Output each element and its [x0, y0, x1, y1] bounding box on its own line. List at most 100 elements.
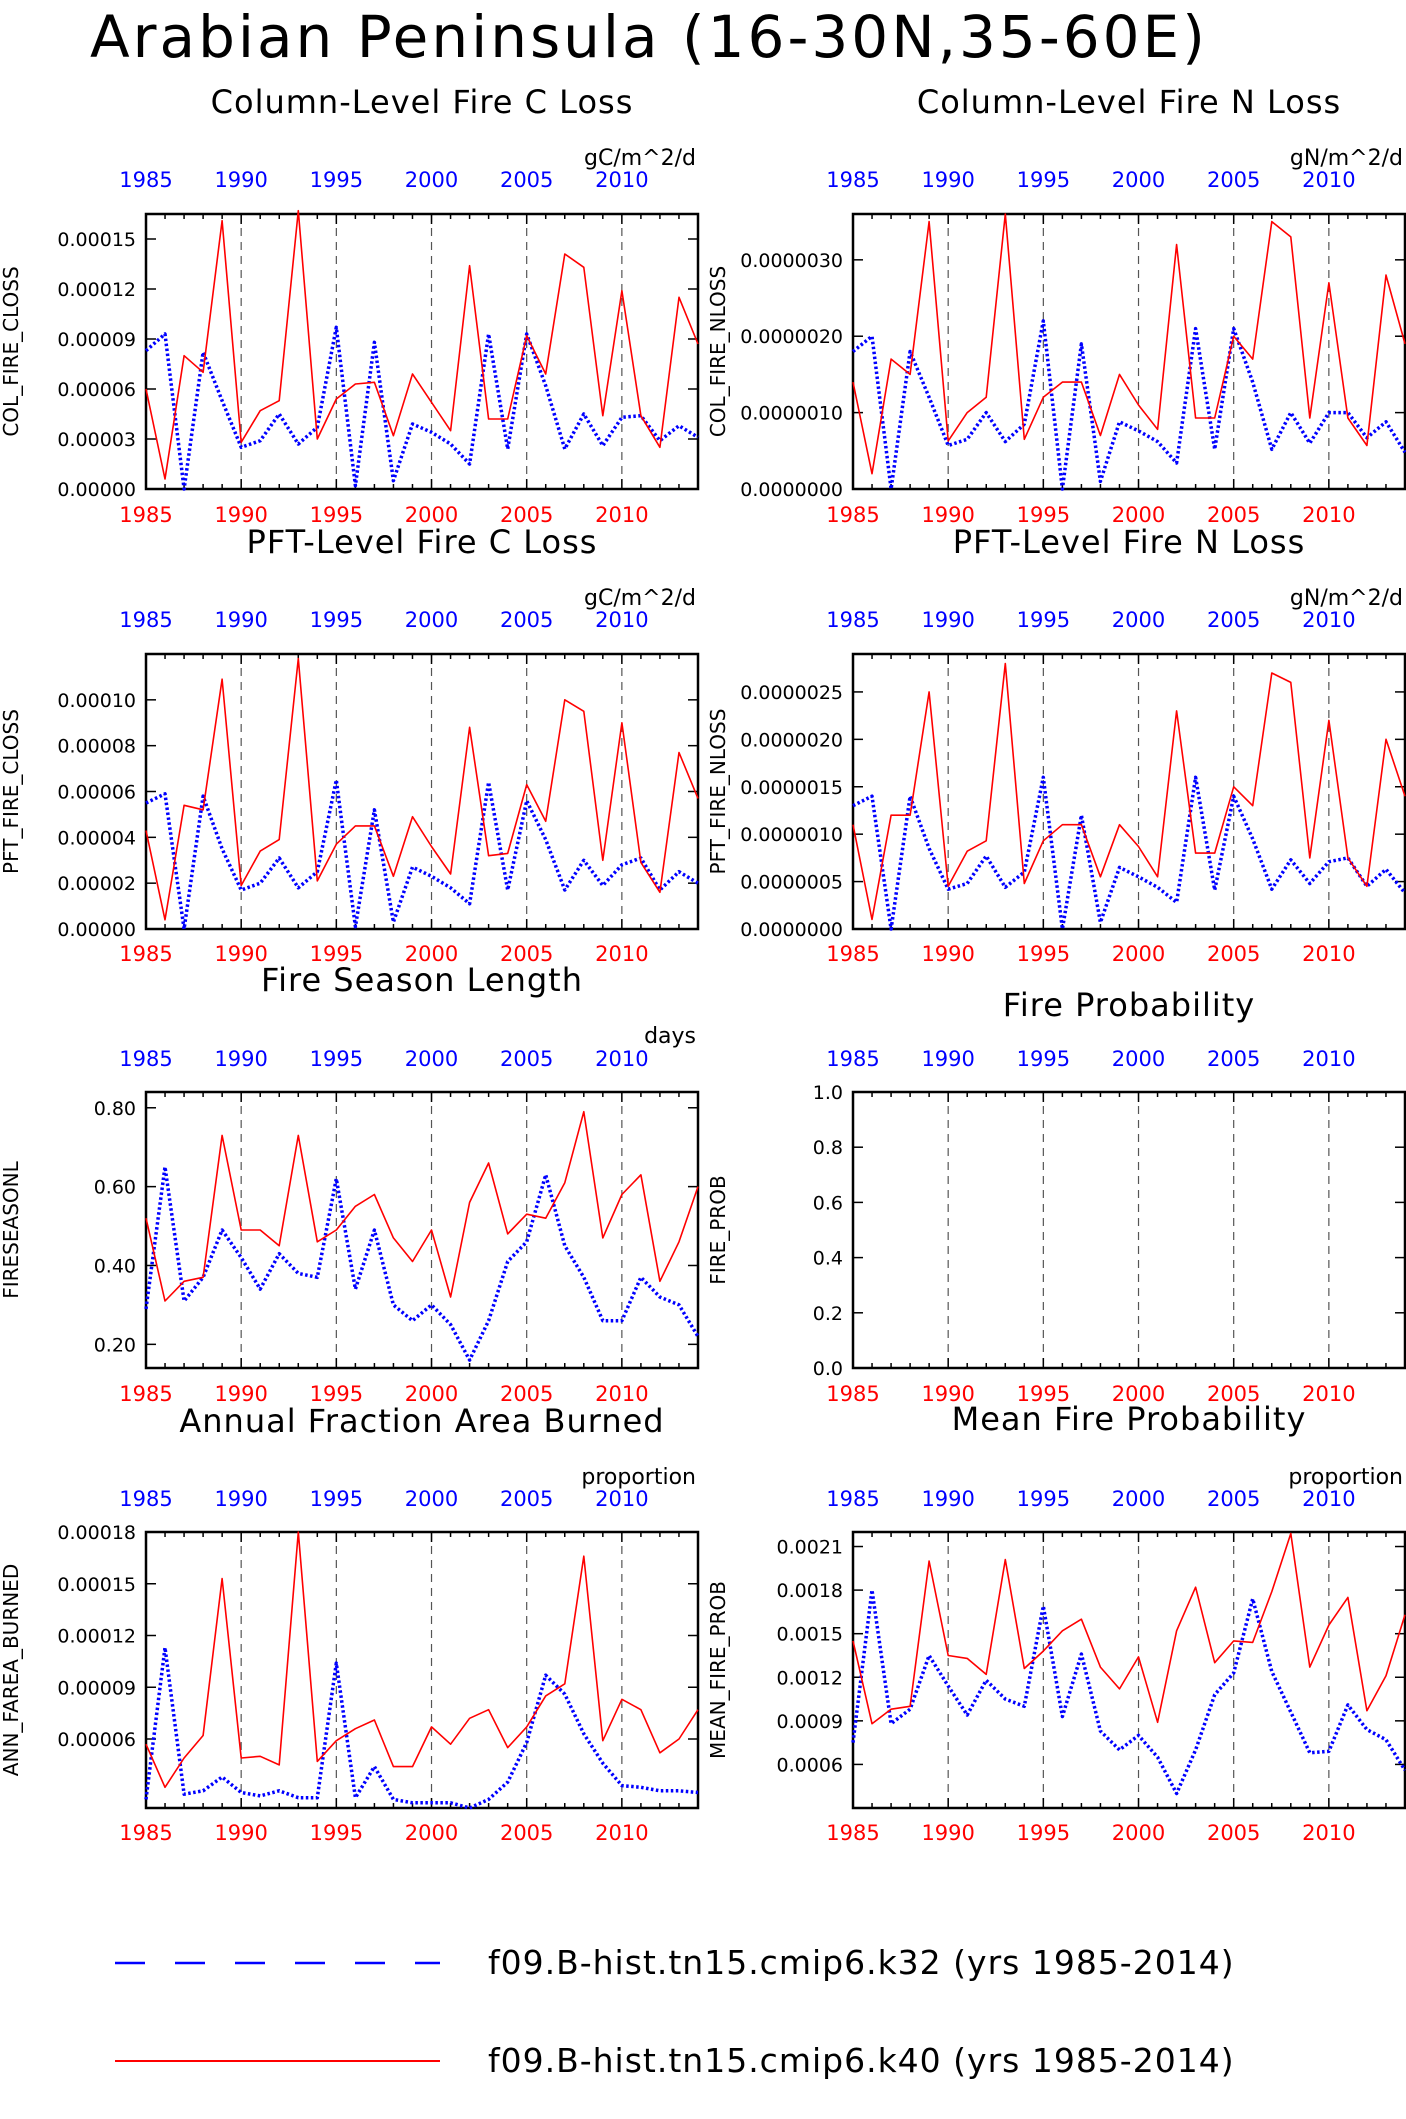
panel-title: Column-Level Fire C Loss [211, 83, 634, 121]
x-tick-label-top: 2010 [1302, 168, 1355, 192]
x-tick-label-top: 2005 [1207, 1487, 1260, 1511]
panel-8: Mean Fire Probability proportion 1985 1985 1… [706, 1400, 1406, 1845]
x-tick-label-top: 1990 [921, 168, 974, 192]
y-tick-label: 0.0000025 [740, 682, 843, 704]
x-tick-label-top: 2000 [1112, 608, 1165, 632]
series-line-k32 [145, 778, 699, 931]
y-tick-label: 0.0000005 [740, 872, 843, 894]
x-tick-label-top: 2000 [1112, 1047, 1165, 1071]
x-tick-label-top: 2010 [595, 168, 648, 192]
y-tick-label: 0.0000020 [740, 326, 843, 348]
legend-label-k32: f09.B-hist.tn15.cmip6.k32 (yrs 1985-2014… [488, 1943, 1235, 1982]
x-tick-label-top: 1990 [214, 168, 267, 192]
y-tick-label: 0.0 [813, 1358, 843, 1380]
x-tick-label-bottom: 2010 [595, 1382, 648, 1406]
x-tick-label-bottom: 2000 [1112, 942, 1165, 966]
x-tick-label-bottom: 2005 [500, 942, 553, 966]
x-tick-label-top: 1985 [119, 1487, 172, 1511]
x-tick-label-top: 1990 [921, 1487, 974, 1511]
x-tick-label-bottom: 2000 [405, 503, 458, 527]
series-line-k32 [144, 1645, 699, 1810]
y-axis-label: MEAN_FIRE_PROB [706, 1581, 730, 1759]
x-tick-label-bottom: 1990 [921, 503, 974, 527]
y-tick-label: 0.80 [94, 1098, 136, 1120]
series-line-k32 [851, 319, 1406, 491]
y-tick-label: 0.4 [813, 1248, 843, 1270]
legend-label-k40: f09.B-hist.tn15.cmip6.k40 (yrs 1985-2014… [488, 2041, 1235, 2080]
x-tick-label-top: 2010 [595, 1487, 648, 1511]
x-tick-label-bottom: 2010 [595, 942, 648, 966]
x-tick-label-top: 1995 [310, 1487, 363, 1511]
y-tick-label: 0.00006 [57, 782, 136, 804]
x-tick-label-bottom: 1995 [1017, 942, 1070, 966]
y-tick-label: 0.20 [94, 1334, 136, 1356]
plot-frame [144, 652, 700, 931]
y-tick-label: 0.00010 [57, 690, 136, 712]
y-tick-label: 0.60 [94, 1177, 136, 1199]
x-tick-label-bottom: 2005 [1207, 503, 1260, 527]
y-tick-label: 0.0006 [777, 1754, 843, 1776]
x-tick-label-bottom: 2010 [1302, 942, 1355, 966]
x-tick-label-bottom: 1985 [119, 1821, 172, 1845]
x-tick-label-top: 1985 [119, 168, 172, 192]
y-tick-label: 0.00012 [57, 279, 136, 301]
page-title: Arabian Peninsula (16-30N,35-60E) [90, 3, 1208, 71]
x-tick-label-top: 2010 [1302, 1047, 1355, 1071]
plot-frame [851, 212, 1406, 491]
x-tick-label-bottom: 2005 [1207, 942, 1260, 966]
y-tick-label: 0.0000000 [740, 919, 843, 941]
x-tick-label-bottom: 1995 [310, 1382, 363, 1406]
x-tick-label-bottom: 2000 [405, 942, 458, 966]
panel-units: gN/m^2/d [1290, 146, 1403, 171]
x-tick-label-bottom: 1985 [826, 503, 879, 527]
y-tick-label: 0.00009 [57, 1677, 136, 1699]
y-tick-label: 0.0000030 [740, 250, 843, 272]
plot-frame [144, 1530, 700, 1810]
y-tick-label: 0.0015 [777, 1624, 843, 1646]
panel-6: Fire Probability 1985 1985 1990 1990 1995 1995… [706, 986, 1406, 1406]
x-tick-label-top: 2005 [1207, 168, 1260, 192]
x-tick-label-top: 1990 [214, 1487, 267, 1511]
panel-title: Column-Level Fire N Loss [917, 83, 1341, 121]
x-tick-label-bottom: 2010 [595, 503, 648, 527]
x-tick-label-bottom: 1995 [310, 503, 363, 527]
x-tick-label-bottom: 2005 [500, 1382, 553, 1406]
x-tick-label-top: 2005 [500, 608, 553, 632]
panel-7: Annual Fraction Area Burned proportion 198… [0, 1402, 700, 1845]
series-line-k40 [852, 662, 1406, 921]
x-tick-label-bottom: 1985 [826, 1382, 879, 1406]
x-tick-label-top: 1985 [119, 1047, 172, 1071]
x-tick-label-top: 2005 [500, 1487, 553, 1511]
y-axis-label: COL_FIRE_CLOSS [0, 266, 23, 436]
x-tick-label-bottom: 2000 [1112, 1382, 1165, 1406]
y-tick-label: 0.0000015 [740, 777, 843, 799]
x-tick-label-bottom: 1990 [921, 1382, 974, 1406]
y-tick-label: 0.00006 [57, 1729, 136, 1751]
x-tick-label-top: 2005 [500, 168, 553, 192]
y-tick-label: 0.0009 [777, 1711, 843, 1733]
y-tick-label: 0.00009 [57, 329, 136, 351]
panel-4: PFT-Level Fire N Loss gN/m^2/d 1985 1985 199… [706, 523, 1406, 966]
x-tick-label-top: 1995 [1017, 608, 1070, 632]
plot-frame [144, 212, 700, 491]
x-tick-label-bottom: 1985 [119, 942, 172, 966]
plot-frame [851, 1090, 1406, 1370]
x-tick-label-top: 2010 [1302, 1487, 1355, 1511]
x-tick-label-top: 2005 [500, 1047, 553, 1071]
x-tick-label-bottom: 2010 [1302, 503, 1355, 527]
x-tick-label-top: 1995 [310, 608, 363, 632]
x-tick-label-bottom: 1990 [214, 503, 267, 527]
series-line-k40 [852, 213, 1406, 475]
x-tick-label-bottom: 1995 [310, 942, 363, 966]
y-tick-label: 0.40 [94, 1255, 136, 1277]
x-tick-label-top: 2000 [405, 168, 458, 192]
x-tick-label-bottom: 1990 [214, 1382, 267, 1406]
x-tick-label-top: 1985 [826, 608, 879, 632]
x-tick-label-bottom: 2005 [1207, 1382, 1260, 1406]
x-tick-label-bottom: 2000 [405, 1382, 458, 1406]
y-axis-label: FIRE_PROB [706, 1175, 730, 1284]
y-tick-label: 0.00000 [57, 479, 136, 501]
x-tick-label-top: 1995 [1017, 168, 1070, 192]
x-tick-label-bottom: 1995 [310, 1821, 363, 1845]
